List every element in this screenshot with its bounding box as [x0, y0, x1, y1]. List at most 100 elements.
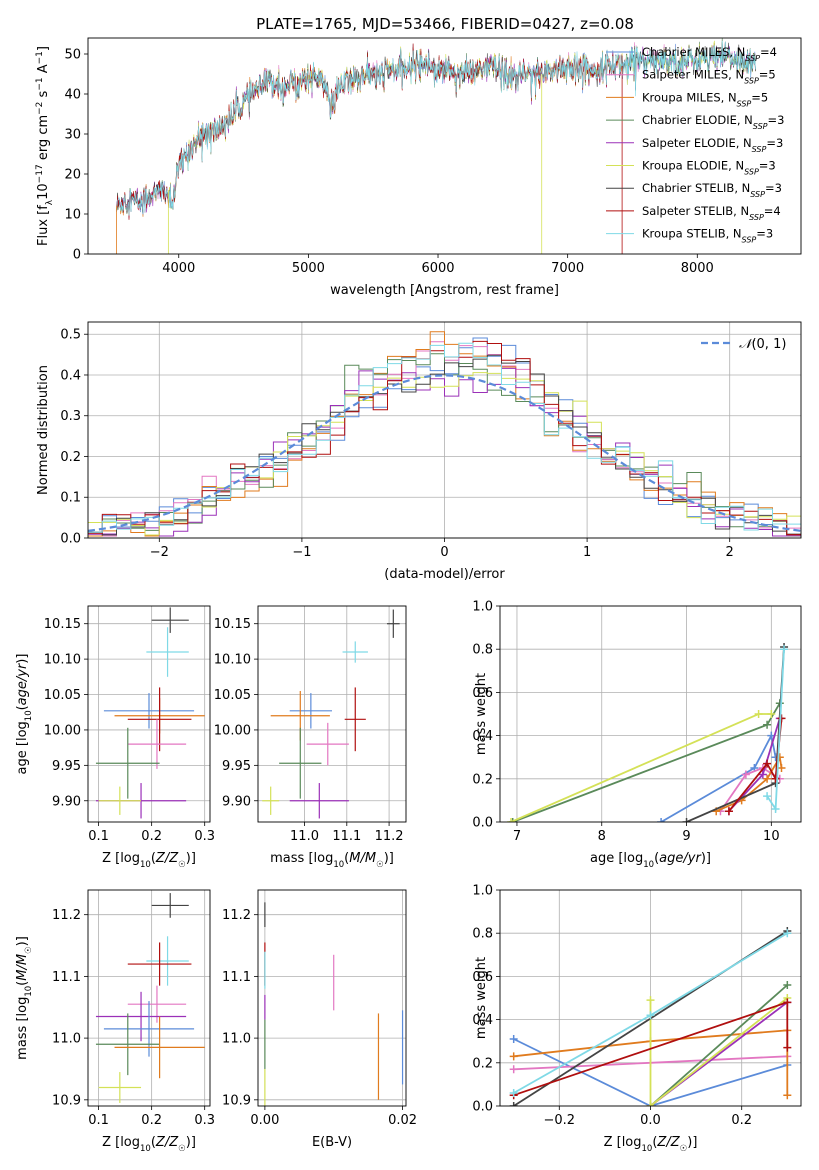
y-tick-label: 9.95	[52, 759, 81, 774]
series-marker	[777, 764, 786, 772]
y-tick-label: 0.1	[60, 491, 81, 506]
y-tick-label: 0	[73, 248, 81, 263]
plot-area	[509, 927, 792, 1106]
x-axis-label: (data-model)/error	[384, 567, 505, 582]
y-tick-label: 11.0	[222, 1032, 251, 1047]
legend-label: Chabrier STELIB, NSSP=3	[642, 181, 782, 199]
x-axis-label: Z [log10(Z/Z☉)]	[102, 851, 196, 870]
y-tick-label: 0.4	[472, 729, 493, 744]
series-marker	[763, 774, 772, 783]
series-marker	[771, 805, 780, 814]
x-tick-label: 0.00	[250, 1113, 279, 1128]
y-tick-label: 10.9	[52, 1093, 81, 1108]
x-tick-label: 0.3	[194, 1113, 215, 1128]
y-tick-label: 10.05	[44, 688, 81, 703]
x-axis-label: Z [log10(Z/Z☉)]	[102, 1135, 196, 1154]
legend-label: Kroupa ELODIE, NSSP=3	[642, 159, 776, 177]
legend-label: Kroupa STELIB, NSSP=3	[642, 227, 773, 245]
y-tick-label: 0.0	[472, 816, 493, 831]
figure-title: PLATE=1765, MJD=53466, FIBERID=0427, z=0…	[256, 15, 634, 33]
y-tick-label: 10.00	[44, 723, 81, 738]
x-tick-label: 6000	[421, 261, 454, 276]
x-tick-label: −0.2	[543, 1113, 575, 1128]
axes-frame	[87, 889, 211, 1107]
x-axis-label: wavelength [Angstrom, rest frame]	[330, 283, 559, 298]
panel-mass-vs-Z: 0.1 0.2 0.3 10.9 11.0 11.1 11.2 Z [log10(Z/Z☉)]…	[15, 889, 215, 1154]
x-tick-label: 0.2	[141, 829, 162, 844]
series-marker	[741, 770, 750, 779]
y-tick-label: 0.0	[472, 1100, 493, 1115]
y-tick-label: 10.15	[44, 617, 81, 632]
y-tick-label: 0.2	[60, 450, 81, 465]
plot-area	[95, 607, 205, 819]
panel-massweight-vs-Z: −0.2 0.0 0.2 0.0 0.2 0.4 0.6 0.8 1.0 Z [log10(Z/Z…	[472, 884, 802, 1154]
legend-label: Kroupa MILES, NSSP=5	[642, 90, 768, 108]
y-tick-label: 0.8	[472, 643, 493, 658]
x-tick-label: 0.3	[194, 829, 215, 844]
series-line	[660, 732, 777, 822]
y-axis-label: mass weight	[474, 673, 489, 755]
y-tick-label: 10.10	[44, 653, 81, 668]
series-marker	[758, 770, 767, 779]
x-tick-label: 9	[682, 829, 690, 844]
y-tick-label: 20	[64, 168, 81, 183]
y-tick-label: 11.1	[52, 970, 81, 985]
plot-area	[507, 643, 789, 822]
series-marker	[509, 1035, 518, 1044]
series-marker	[780, 645, 789, 654]
y-tick-label: 0.5	[60, 328, 81, 343]
spectrum-line	[116, 40, 756, 216]
x-tick-label: 0.1	[88, 829, 109, 844]
x-tick-label: 10	[763, 829, 780, 844]
panel-spectrum: 4000 5000 6000 7000 8000 0 10 20 30 40 50 wavelengt…	[35, 37, 802, 298]
y-axis-label: mass [log10(M/M☉)]	[15, 936, 34, 1060]
x-tick-label: 5000	[292, 261, 325, 276]
y-tick-label: 10.00	[214, 723, 251, 738]
series-line	[649, 984, 788, 1106]
x-tick-label: 0.1	[88, 1113, 109, 1128]
x-tick-label: 8000	[681, 261, 714, 276]
x-tick-label: 0	[440, 545, 448, 560]
series-marker	[646, 1011, 655, 1020]
x-tick-label: 11.1	[332, 829, 361, 844]
y-tick-label: 50	[64, 48, 81, 63]
x-tick-label: 0.02	[388, 1113, 417, 1128]
axes-frame	[499, 889, 802, 1107]
y-tick-label: 0.8	[472, 927, 493, 942]
panel-age-vs-Z: 0.1 0.2 0.3 9.90 9.95 10.00 10.05 10.10 10.15 Z […	[15, 605, 215, 870]
series-marker	[783, 929, 792, 938]
y-tick-label: 10.05	[214, 688, 251, 703]
series-marker	[509, 1065, 518, 1074]
series-marker	[763, 792, 772, 801]
y-tick-label: 40	[64, 88, 81, 103]
plot-area	[88, 331, 801, 537]
normal-curve	[88, 374, 801, 532]
series-marker	[646, 1102, 655, 1106]
panel-mass-vs-ebv: 0.00 0.02 10.9 11.0 11.1 11.2 E(B-V)	[222, 889, 417, 1150]
panels: 4000 5000 6000 7000 800001020304050wavelengt…	[15, 37, 802, 1154]
y-tick-label: 0.4	[472, 1013, 493, 1028]
y-axis-label: mass weight	[474, 957, 489, 1039]
panel-age-vs-mass: 11.0 11.1 11.2 9.90 9.95 10.00 10.05 10.10 10.15…	[214, 605, 407, 870]
histogram-step	[88, 354, 801, 536]
y-tick-label: 11.1	[222, 970, 251, 985]
y-tick-label: 0.0	[60, 532, 81, 547]
series-marker	[507, 818, 516, 822]
x-axis-label: mass [log10(M/M☉)]	[270, 851, 394, 870]
y-tick-label: 0.2	[472, 1056, 493, 1071]
x-tick-label: 0.2	[141, 1113, 162, 1128]
y-tick-label: 9.90	[52, 794, 81, 809]
series-marker	[657, 818, 666, 822]
series-marker	[783, 998, 792, 1007]
series-marker	[509, 1102, 518, 1106]
series-line	[513, 1029, 789, 1096]
legend-label: Chabrier MILES, NSSP=4	[642, 45, 777, 63]
x-tick-label: 1	[583, 545, 591, 560]
y-tick-label: 11.0	[52, 1032, 81, 1047]
x-tick-label: 7000	[551, 261, 584, 276]
series-marker	[783, 1043, 792, 1052]
y-tick-label: 9.90	[222, 794, 251, 809]
y-tick-label: 11.2	[222, 908, 251, 923]
y-tick-label: 0.3	[60, 409, 81, 424]
